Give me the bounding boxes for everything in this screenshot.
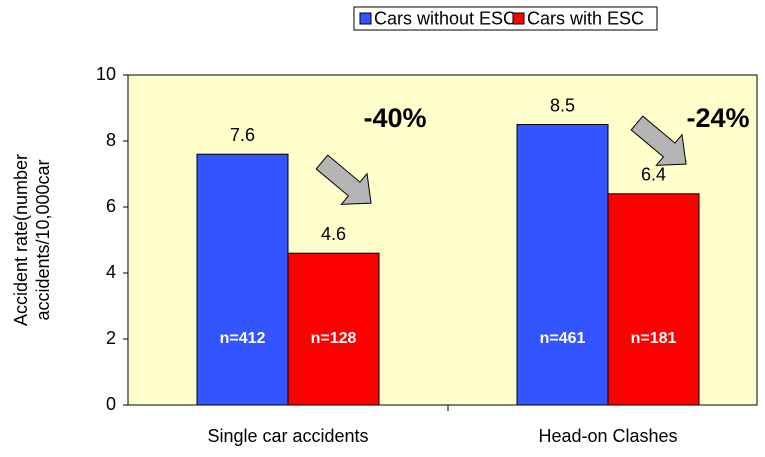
bar: [287, 252, 380, 406]
value-label: 8.5: [550, 95, 575, 115]
n-label: n=128: [311, 330, 357, 347]
y-tick-label: 0: [106, 394, 116, 414]
y-axis-label-line: Accident rate(number: [11, 154, 31, 326]
y-tick-label: 4: [106, 262, 116, 282]
annotation: -40%: [363, 103, 426, 133]
legend: [353, 6, 658, 31]
y-tick-label: 10: [96, 64, 116, 84]
legend-swatch: [512, 12, 525, 25]
bar: [516, 124, 609, 406]
n-label: n=461: [540, 330, 586, 347]
y-axis-label-line: accidents/10,000car: [33, 159, 53, 320]
y-tick-label: 2: [106, 328, 116, 348]
annotation: -24%: [686, 103, 749, 133]
x-tick-label: Single car accidents: [207, 426, 368, 446]
y-tick-label: 6: [106, 196, 116, 216]
x-tick-label: Head-on Clashes: [538, 426, 677, 446]
value-label: 7.6: [230, 125, 255, 145]
n-label: n=412: [220, 330, 266, 347]
bar: [607, 193, 700, 406]
legend-label: Cars without ESC: [374, 8, 516, 28]
y-tick-label: 8: [106, 130, 116, 150]
legend-swatch: [359, 12, 372, 25]
value-label: 6.4: [641, 165, 666, 185]
arrow: [630, 115, 687, 166]
legend-label: Cars with ESC: [527, 8, 644, 28]
bar: [196, 153, 289, 406]
arrow: [315, 154, 372, 205]
value-label: 4.6: [321, 224, 346, 244]
y-axis-label: Accident rate(number accidents/10,000car: [11, 154, 53, 326]
n-label: n=181: [631, 330, 677, 347]
